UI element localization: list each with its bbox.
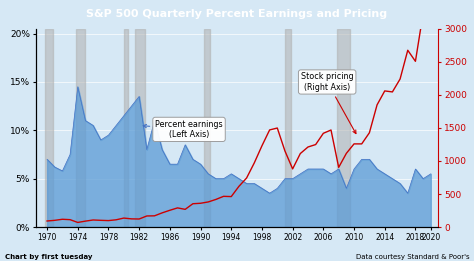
Bar <box>204 29 210 227</box>
Bar <box>76 29 85 227</box>
Text: Chart by first tuesday: Chart by first tuesday <box>5 254 92 260</box>
Text: S&P 500 Quarterly Percent Earnings and Pricing: S&P 500 Quarterly Percent Earnings and P… <box>86 9 388 19</box>
Text: Data courtesy Standard & Poor's: Data courtesy Standard & Poor's <box>356 254 469 260</box>
Bar <box>285 29 291 227</box>
Bar <box>135 29 145 227</box>
Bar <box>124 29 128 227</box>
Bar <box>45 29 53 227</box>
Text: Percent earnings
(Left Axis): Percent earnings (Left Axis) <box>143 120 223 139</box>
Text: Stock pricing
(Right Axis): Stock pricing (Right Axis) <box>301 72 356 134</box>
Bar <box>337 29 350 227</box>
